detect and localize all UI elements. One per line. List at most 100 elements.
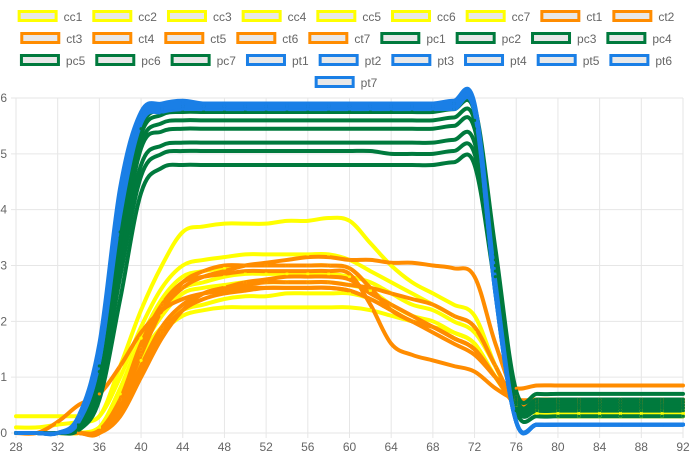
legend-item-pc7[interactable]: pc7 [170, 54, 236, 68]
data-point-cc7 [35, 425, 39, 430]
data-point-pt3 [431, 107, 435, 111]
legend-item-ct5[interactable]: ct5 [164, 32, 227, 46]
data-point-pc2 [389, 152, 393, 156]
data-point-cc3 [201, 308, 206, 312]
x-tick-label: 60 [343, 440, 357, 454]
legend-item-pt3[interactable]: pt3 [391, 54, 455, 68]
legend-item-pt1[interactable]: pt1 [245, 54, 309, 68]
legend-item-cc7[interactable]: cc7 [465, 10, 531, 24]
legend-item-ct3[interactable]: ct3 [20, 32, 83, 46]
data-point-ct6 [598, 383, 602, 388]
data-point-pc5 [181, 118, 185, 122]
data-point-pc6 [243, 110, 247, 114]
chart-legend[interactable]: cc1 cc2 cc3 cc4 cc5 cc6 cc7 ct1 ct2 ct3 ct4 ct5 ct6 c… [17, 10, 675, 90]
data-point-cc7 [181, 263, 185, 268]
data-point-cc1 [472, 330, 477, 335]
data-point-cc5 [160, 263, 164, 268]
data-point-ct7 [368, 302, 372, 307]
legend-item-pc4[interactable]: pc4 [606, 32, 672, 46]
data-point-cc6 [181, 275, 185, 279]
data-point-pc5 [639, 400, 643, 404]
legend-item-cc5[interactable]: cc5 [316, 10, 382, 24]
legend-item-pc2[interactable]: pc2 [455, 32, 522, 46]
data-point-pt6 [201, 101, 206, 106]
legend-item-cc1[interactable]: cc1 [17, 10, 83, 24]
data-point-cc7 [618, 411, 623, 416]
legend-item-cc3[interactable]: cc3 [166, 10, 232, 24]
data-point-cc4 [201, 302, 206, 307]
data-point-pc1 [285, 163, 289, 167]
data-point-pc4 [201, 127, 206, 131]
data-point-pc5 [160, 121, 164, 125]
data-point-cc2 [222, 283, 227, 287]
legend-item-ct6[interactable]: ct6 [236, 32, 299, 46]
data-point-pc4 [222, 127, 227, 131]
legend-item-ct4[interactable]: ct4 [92, 32, 155, 46]
legend-item-ct1[interactable]: ct1 [540, 10, 603, 24]
data-point-ct7 [243, 269, 247, 273]
data-point-cc7 [243, 252, 247, 256]
data-point-ct1 [347, 277, 352, 282]
legend-item-pc1[interactable]: pc1 [380, 32, 446, 46]
data-point-cc5 [472, 314, 477, 318]
legend-label: pc2 [502, 32, 522, 46]
legend-label: cc5 [362, 10, 381, 24]
data-point-pc3 [264, 141, 268, 145]
data-point-cc3 [347, 305, 352, 309]
data-point-ct4 [139, 347, 143, 351]
legend-item-pt4[interactable]: pt4 [464, 54, 528, 68]
legend-item-ct2[interactable]: ct2 [612, 10, 675, 24]
data-point-ct7 [389, 342, 393, 346]
data-point-pc5 [389, 118, 393, 122]
legend-item-cc2[interactable]: cc2 [92, 10, 158, 24]
legend-item-pc6[interactable]: pc6 [95, 54, 161, 68]
legend-item-ct7[interactable]: ct7 [308, 32, 371, 46]
data-point-pc2 [243, 149, 247, 153]
data-point-pc3 [222, 141, 227, 145]
data-point-pc5 [514, 397, 518, 402]
x-tick-label: 92 [676, 440, 690, 454]
data-point-pt7 [618, 423, 623, 427]
legend-item-cc6[interactable]: cc6 [391, 10, 457, 24]
data-point-pc2 [535, 409, 539, 413]
data-point-ct1 [285, 275, 289, 279]
data-point-pt3 [306, 107, 310, 111]
data-point-pc1 [201, 163, 206, 167]
data-point-pc3 [639, 406, 643, 410]
data-point-pt4 [181, 99, 185, 103]
data-point-pc2 [118, 275, 122, 279]
data-point-ct1 [368, 291, 372, 296]
data-point-pt6 [452, 101, 456, 106]
data-point-pc1 [368, 163, 372, 167]
x-tick-label: 56 [301, 440, 315, 454]
data-point-cc7 [201, 258, 206, 262]
legend-item-pt2[interactable]: pt2 [318, 54, 382, 68]
data-point-pc2 [452, 149, 456, 153]
data-point-pc3 [577, 406, 581, 410]
legend-item-pt5[interactable]: pt5 [536, 54, 600, 68]
data-point-pt4 [97, 342, 101, 346]
data-point-pt3 [452, 107, 456, 111]
data-point-pc7 [118, 230, 122, 234]
data-point-ct3 [431, 302, 435, 307]
data-point-pc1 [118, 297, 122, 301]
legend-label: ct7 [354, 32, 370, 46]
data-point-pc6 [660, 397, 664, 402]
data-point-pc2 [327, 149, 331, 153]
legend-item-pc3[interactable]: pc3 [531, 32, 597, 46]
data-point-ct6 [410, 319, 414, 323]
legend-item-pt7[interactable]: pt7 [314, 76, 378, 90]
data-point-cc2 [368, 289, 372, 293]
data-point-pc6 [222, 110, 227, 114]
data-point-pc4 [76, 423, 81, 427]
data-point-pc5 [97, 369, 101, 374]
data-point-pc4 [598, 403, 602, 407]
data-point-pc3 [285, 141, 289, 145]
data-point-ct4 [452, 266, 456, 270]
legend-item-cc4[interactable]: cc4 [241, 10, 307, 24]
legend-item-pc5[interactable]: pc5 [19, 54, 86, 68]
data-point-pc5 [535, 400, 539, 404]
legend-item-pt6[interactable]: pt6 [609, 54, 673, 68]
data-point-pt6 [410, 101, 414, 106]
data-point-pt3 [347, 107, 352, 111]
